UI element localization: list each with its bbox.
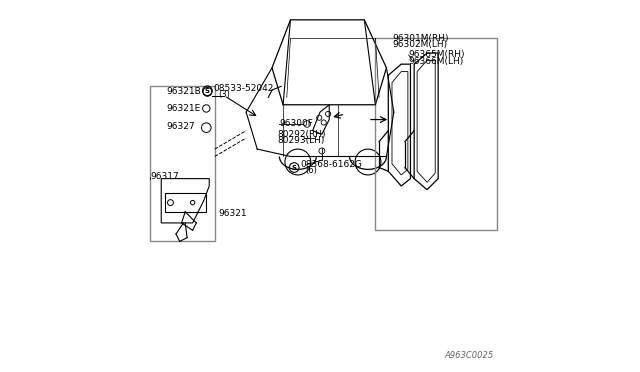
Text: 96300F: 96300F xyxy=(280,119,313,128)
Text: 96321E: 96321E xyxy=(167,104,201,113)
Text: 96302M(LH): 96302M(LH) xyxy=(392,41,447,49)
Bar xyxy=(150,86,215,241)
Text: S: S xyxy=(292,164,297,170)
Text: (3): (3) xyxy=(218,90,230,99)
Text: 96301M(RH): 96301M(RH) xyxy=(392,34,449,43)
Text: 96365M(RH): 96365M(RH) xyxy=(408,51,465,60)
Text: 80292(RH): 80292(RH) xyxy=(278,130,326,139)
Text: (6): (6) xyxy=(305,166,317,175)
Text: S: S xyxy=(205,88,210,94)
Text: 96317: 96317 xyxy=(150,172,179,181)
Text: 80293(LH): 80293(LH) xyxy=(278,137,325,145)
Text: 08368-6162G: 08368-6162G xyxy=(300,160,362,169)
Text: 96366M(LH): 96366M(LH) xyxy=(408,57,464,66)
Text: 96321: 96321 xyxy=(218,209,247,218)
Text: A963C0025: A963C0025 xyxy=(444,351,493,360)
Text: 96321B: 96321B xyxy=(167,87,202,96)
Text: 08533-52042: 08533-52042 xyxy=(213,84,273,93)
Bar xyxy=(376,38,497,230)
Text: 96327: 96327 xyxy=(167,122,195,131)
